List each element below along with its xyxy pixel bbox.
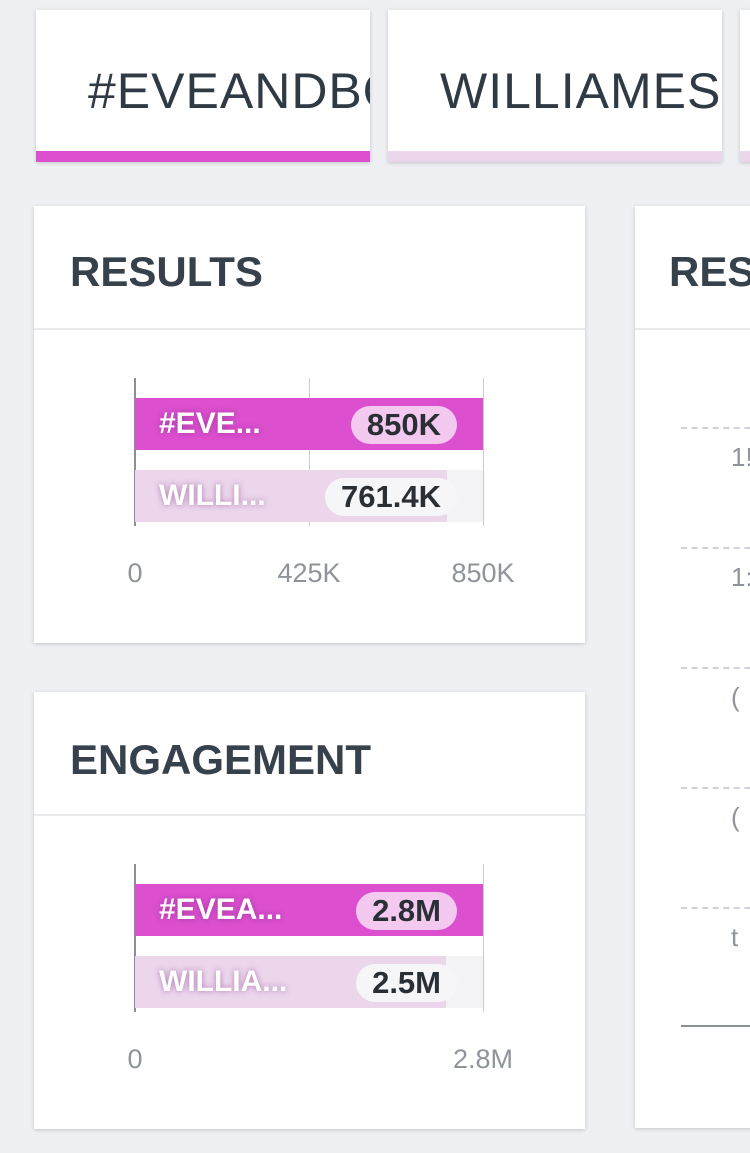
tab-indicator xyxy=(388,151,722,162)
side-results-card: RES 1! 1: ( ( t xyxy=(635,206,750,1128)
card-title: ENGAGEMENT xyxy=(70,736,372,783)
engagement-bar-chart: #EVEA... 2.8M WILLIA... 2.5M 0 2.8M xyxy=(34,816,585,1129)
x-tick-label: 0 xyxy=(127,558,143,588)
card-title: RES xyxy=(669,248,750,295)
bar-value-label: 850K xyxy=(350,406,457,444)
tab-active-indicator xyxy=(36,151,370,162)
bar-category-label: WILLI... xyxy=(159,479,266,512)
tab-third[interactable] xyxy=(740,10,750,162)
card-header: RES xyxy=(635,206,750,330)
gridline xyxy=(681,667,750,669)
tab-williamest[interactable]: WILLIAMEST xyxy=(388,10,722,162)
x-tick-label: 2.8M xyxy=(452,1044,514,1074)
card-header: ENGAGEMENT xyxy=(34,692,585,816)
tick-label: 1! xyxy=(731,442,750,472)
bar-track[interactable]: WILLIA... 2.5M xyxy=(135,956,483,1008)
gridline xyxy=(681,547,750,549)
x-tick-label: 0 xyxy=(127,1044,143,1074)
bar-track[interactable]: WILLI... 761.4K xyxy=(135,470,483,522)
card-title: RESULTS xyxy=(70,248,263,295)
tab-label: #EVEANDBO xyxy=(88,63,370,119)
tick-gridline xyxy=(483,864,484,1012)
axis-baseline xyxy=(681,1025,750,1027)
card-header: RESULTS xyxy=(34,206,585,330)
y-axis-line xyxy=(134,378,136,526)
y-axis-line xyxy=(134,864,136,1012)
tick-label: ( xyxy=(731,682,740,712)
bar-track[interactable]: #EVE... 850K xyxy=(135,398,483,450)
bar-category-label: WILLIA... xyxy=(159,965,288,998)
bar-category-label: #EVE... xyxy=(159,407,261,440)
bar-category-label: #EVEA... xyxy=(159,893,283,926)
tab-eveandbo[interactable]: #EVEANDBO xyxy=(36,10,370,162)
engagement-card: ENGAGEMENT #EVEA... 2.8M WILLIA... 2.5M 0 2.8… xyxy=(34,692,585,1129)
bar-value-label: 2.5M xyxy=(356,964,457,1002)
x-tick-label: 425K xyxy=(277,558,341,588)
tab-indicator xyxy=(740,151,750,162)
bar-value-label: 2.8M xyxy=(356,892,457,930)
tick-label: 1: xyxy=(731,562,750,592)
results-bar-chart: #EVE... 850K WILLI... 761.4K 0 425K 850K xyxy=(34,330,585,643)
bar-track[interactable]: #EVEA... 2.8M xyxy=(135,884,483,936)
tick-label: ( xyxy=(731,802,740,832)
bar-value-label: 761.4K xyxy=(325,478,457,516)
x-tick-label: 850K xyxy=(451,558,515,588)
results-card: RESULTS #EVE... 850K WILLI... 761.4K 0 425K 85… xyxy=(34,206,585,643)
gridline xyxy=(681,427,750,429)
tick-gridline xyxy=(309,378,310,526)
gridline xyxy=(681,787,750,789)
tick-label: t xyxy=(731,922,739,952)
tab-label: WILLIAMEST xyxy=(440,63,722,119)
tick-gridline xyxy=(483,378,484,526)
gridline xyxy=(681,907,750,909)
